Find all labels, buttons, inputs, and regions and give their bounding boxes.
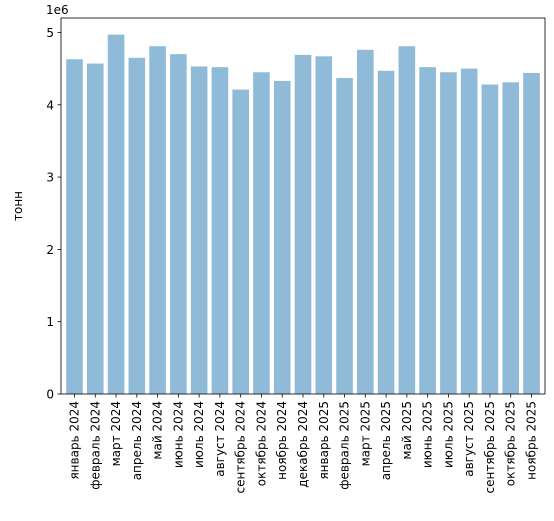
bar — [481, 84, 499, 395]
x-tick-label: ноябрь 2024 — [275, 401, 289, 480]
bar — [294, 54, 312, 394]
x-tick-label: март 2024 — [109, 401, 123, 466]
x-tick-label: февраль 2024 — [88, 401, 102, 490]
bar — [211, 67, 229, 395]
x-tick-label: февраль 2025 — [338, 401, 352, 490]
bar — [273, 80, 291, 394]
bar — [523, 72, 540, 394]
y-axis-ticks: 0 1 2 3 4 5 — [46, 26, 61, 402]
bar — [357, 49, 374, 394]
x-tick-label: август 2024 — [213, 401, 227, 477]
bar — [253, 72, 270, 394]
x-tick-label: октябрь 2025 — [504, 401, 518, 486]
x-tick-label: сентябрь 2024 — [234, 401, 248, 493]
y-tick-label: 4 — [46, 98, 54, 112]
y-tick-label: 2 — [46, 243, 54, 257]
bar — [440, 72, 457, 394]
x-tick-label: март 2025 — [358, 401, 372, 466]
axes-spines — [60, 17, 546, 395]
bar — [170, 54, 187, 395]
x-axis-ticks: январь 2024 февраль 2024 март 2024 апрель 2… — [68, 394, 539, 493]
y-tick-label: 1 — [46, 315, 54, 329]
x-tick-label: декабрь 2024 — [296, 401, 310, 488]
bar — [232, 89, 249, 394]
x-tick-label: май 2025 — [400, 401, 414, 460]
bar — [460, 68, 478, 395]
bar — [128, 57, 146, 395]
bar — [419, 67, 436, 395]
axes-frame — [60, 17, 546, 395]
x-tick-label: ноябрь 2025 — [525, 401, 539, 480]
x-tick-label: июнь 2025 — [421, 401, 435, 468]
bar — [190, 66, 208, 394]
x-tick-label: июль 2024 — [192, 401, 206, 468]
bar — [377, 70, 395, 394]
y-axis-offset-label: 1e6 — [46, 3, 69, 17]
bar — [66, 59, 83, 394]
x-tick-label: июнь 2024 — [171, 401, 185, 468]
y-tick-label: 0 — [46, 388, 54, 402]
bar — [398, 46, 416, 394]
x-tick-label: сентябрь 2025 — [483, 401, 497, 493]
y-tick-label: 3 — [46, 171, 54, 185]
y-tick-label: 5 — [46, 26, 54, 40]
bar — [149, 46, 166, 394]
bar — [336, 78, 353, 395]
bars-group — [66, 34, 540, 395]
x-tick-label: апрель 2024 — [130, 401, 144, 480]
x-tick-label: январь 2024 — [68, 401, 82, 480]
bar — [107, 34, 125, 394]
x-tick-label: апрель 2025 — [379, 401, 393, 480]
bar — [502, 82, 520, 394]
y-axis-label: тонн — [11, 191, 25, 221]
x-tick-label: август 2025 — [462, 401, 476, 477]
x-tick-label: май 2024 — [151, 401, 165, 460]
bar — [86, 63, 104, 395]
x-tick-label: октябрь 2024 — [254, 401, 268, 486]
x-tick-label: июль 2025 — [441, 401, 455, 468]
bar — [315, 56, 333, 394]
x-tick-label: январь 2025 — [317, 401, 331, 480]
